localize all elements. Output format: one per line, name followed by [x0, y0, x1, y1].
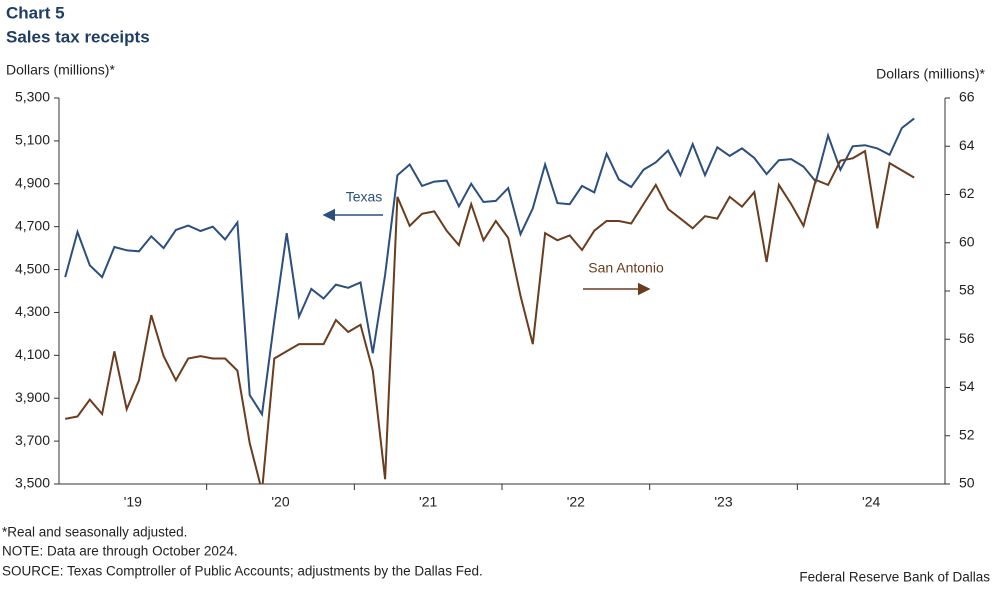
y-tick-label: 4,500: [15, 260, 50, 276]
x-tick-label: '21: [419, 494, 437, 510]
y2-tick-label: 54: [959, 378, 975, 394]
x-tick-label: '19: [124, 494, 142, 510]
legend-label: Texas: [346, 189, 383, 205]
y-tick-label: 4,300: [15, 303, 50, 319]
y-tick-label: 4,900: [15, 174, 50, 190]
x-tick-label: '24: [862, 494, 880, 510]
source: SOURCE: Texas Comptroller of Public Acco…: [2, 564, 483, 579]
y-tick-label: 3,900: [15, 389, 50, 405]
y2-tick-label: 56: [959, 330, 975, 346]
y-tick-label: 5,100: [15, 132, 50, 148]
y2-tick-label: 52: [959, 426, 975, 442]
series-line: [64, 117, 915, 418]
footnote: *Real and seasonally adjusted.: [2, 525, 187, 540]
note: NOTE: Data are through October 2024.: [2, 544, 238, 559]
y2-tick-label: 60: [959, 233, 975, 249]
y2-axis-label: Dollars (millions)*: [876, 66, 985, 82]
y2-tick-label: 62: [959, 185, 975, 201]
series-line: [65, 149, 915, 484]
y2-tick-label: 66: [959, 89, 975, 105]
y-tick-label: 5,300: [15, 89, 50, 105]
chart-title: Chart 5: [6, 3, 65, 22]
x-tick-label: '22: [567, 494, 585, 510]
credit: Federal Reserve Bank of Dallas: [799, 570, 990, 585]
y2-tick-label: 58: [959, 282, 975, 298]
chart-subtitle: Sales tax receipts: [6, 27, 150, 46]
y2-tick-label: 64: [959, 137, 975, 153]
y-tick-label: 4,700: [15, 217, 50, 233]
y-axis-label: Dollars (millions)*: [6, 62, 115, 78]
x-tick-label: '23: [714, 494, 732, 510]
y2-tick-label: 50: [959, 475, 975, 491]
y-tick-label: 4,100: [15, 346, 50, 362]
x-tick-label: '20: [271, 494, 289, 510]
legend-label: San Antonio: [588, 260, 664, 276]
y-tick-label: 3,700: [15, 432, 50, 448]
y-tick-label: 3,500: [15, 475, 50, 491]
